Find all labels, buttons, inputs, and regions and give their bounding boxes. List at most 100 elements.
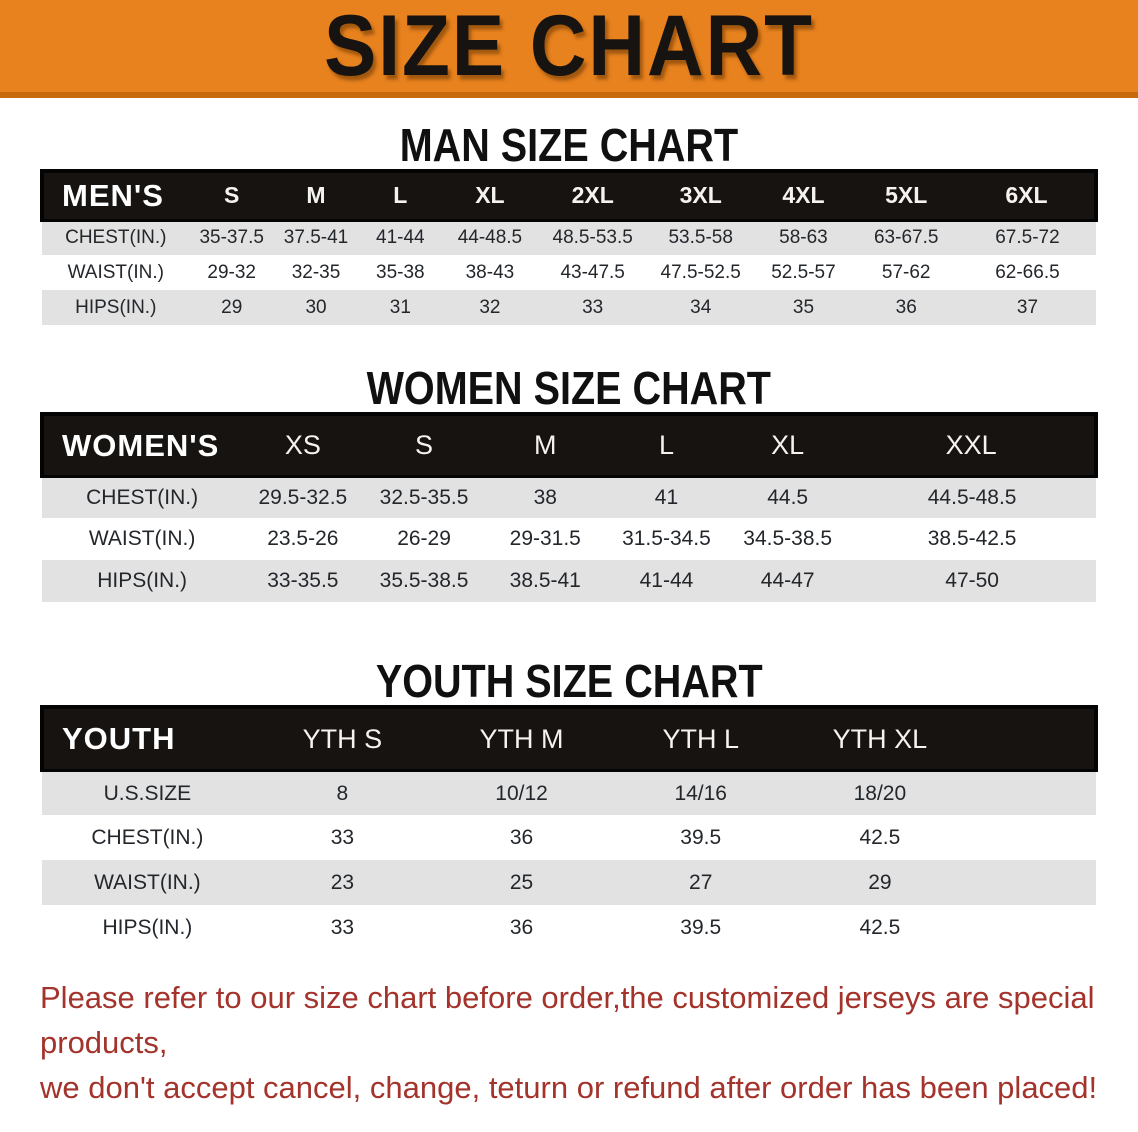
youth-size-table: YOUTH YTH S YTH M YTH L YTH XL U.S.SIZE … — [40, 705, 1098, 951]
cell: 48.5-53.5 — [537, 220, 648, 256]
cell: 62-66.5 — [958, 255, 1096, 291]
men-table-label: MEN'S — [40, 169, 190, 222]
cell: 38.5-41 — [484, 560, 606, 603]
spacer-cell — [969, 860, 1096, 906]
cell: 23.5-26 — [242, 518, 364, 561]
cell: 58-63 — [753, 220, 854, 256]
women-section-heading-text: WOMEN SIZE CHART — [366, 363, 772, 416]
cell: 43-47.5 — [537, 255, 648, 291]
row-label: CHEST(IN.) — [42, 476, 243, 519]
women-size-table: WOMEN'S XS S M L XL XXL CHEST(IN.) 29.5-… — [39, 412, 1098, 603]
cell: 37.5-41 — [273, 220, 359, 256]
cell: 31.5-34.5 — [605, 518, 728, 561]
women-table-label: WOMEN'S — [39, 412, 243, 478]
cell: 42.5 — [790, 815, 970, 861]
cell: 30 — [273, 290, 359, 326]
men-section-heading-text: MAN SIZE CHART — [399, 120, 739, 172]
women-col-header-m: M — [484, 412, 606, 478]
youth-waist-row: WAIST(IN.) 23 25 27 29 — [42, 860, 1096, 906]
spacer-cell — [969, 815, 1096, 861]
women-chest-row: CHEST(IN.) 29.5-32.5 32.5-35.5 38 41 44.… — [42, 476, 1096, 519]
cell: 42.5 — [790, 905, 970, 951]
order-policy-note-line1: Please refer to our size chart before or… — [40, 980, 1095, 1061]
cell: 31 — [358, 290, 443, 326]
cell: 29 — [790, 860, 970, 906]
row-label: HIPS(IN.) — [42, 905, 253, 951]
cell: 39.5 — [611, 815, 791, 861]
spacer-cell — [969, 705, 1098, 772]
men-col-header-l: L — [358, 169, 443, 222]
youth-hips-row: HIPS(IN.) 33 36 39.5 42.5 — [42, 905, 1096, 951]
cell: 27 — [611, 860, 791, 906]
spacer-cell — [969, 905, 1096, 951]
row-label: U.S.SIZE — [42, 770, 253, 816]
youth-col-header-s: YTH S — [252, 705, 432, 772]
men-col-header-4xl: 4XL — [753, 169, 854, 222]
cell: 29-31.5 — [484, 518, 606, 561]
cell: 18/20 — [790, 770, 970, 816]
cell: 35-38 — [358, 255, 443, 291]
men-col-header-xl: XL — [442, 169, 538, 222]
cell: 25 — [431, 860, 612, 906]
cell: 41-44 — [605, 560, 728, 603]
cell: 36 — [853, 290, 959, 326]
men-waist-row: WAIST(IN.) 29-32 32-35 35-38 38-43 43-47… — [42, 255, 1096, 291]
order-policy-note: Please refer to our size chart before or… — [40, 976, 1100, 1111]
men-col-header-5xl: 5XL — [853, 169, 959, 222]
cell: 32 — [442, 290, 538, 326]
men-size-table: MEN'S S M L XL 2XL 3XL 4XL 5XL 6XL CHEST… — [40, 169, 1099, 326]
cell: 36 — [431, 905, 612, 951]
banner-title: SIZE CHART — [324, 0, 814, 94]
women-waist-row: WAIST(IN.) 23.5-26 26-29 29-31.5 31.5-34… — [42, 518, 1096, 561]
cell: 35 — [753, 290, 854, 326]
women-hips-row: HIPS(IN.) 33-35.5 35.5-38.5 38.5-41 41-4… — [42, 560, 1096, 603]
cell: 33-35.5 — [242, 560, 364, 603]
youth-section-heading-text: YOUTH SIZE CHART — [375, 656, 763, 709]
cell: 36 — [431, 815, 612, 861]
cell: 41 — [605, 476, 728, 519]
cell: 29 — [189, 290, 274, 326]
men-section-heading: MAN SIZE CHART — [0, 120, 1138, 172]
men-col-header-3xl: 3XL — [648, 169, 754, 222]
cell: 38.5-42.5 — [848, 518, 1096, 561]
men-chest-row: CHEST(IN.) 35-37.5 37.5-41 41-44 44-48.5… — [42, 220, 1096, 256]
cell: 53.5-58 — [648, 220, 754, 256]
size-chart-banner: SIZE CHART — [0, 0, 1138, 98]
women-header-row: WOMEN'S XS S M L XL XXL — [39, 412, 1098, 478]
cell: 67.5-72 — [958, 220, 1096, 256]
youth-col-header-m: YTH M — [431, 705, 612, 772]
row-label: WAIST(IN.) — [42, 860, 253, 906]
cell: 63-67.5 — [853, 220, 959, 256]
cell: 41-44 — [358, 220, 443, 256]
cell: 35.5-38.5 — [363, 560, 485, 603]
women-col-header-xxl: XXL — [848, 412, 1098, 478]
row-label: HIPS(IN.) — [42, 560, 243, 603]
cell: 29-32 — [189, 255, 274, 291]
cell: 23 — [252, 860, 432, 906]
cell: 35-37.5 — [189, 220, 274, 256]
men-col-header-m: M — [273, 169, 359, 222]
men-col-header-6xl: 6XL — [958, 169, 1099, 222]
cell: 32-35 — [273, 255, 359, 291]
youth-col-header-xl: YTH XL — [790, 705, 970, 772]
row-label: WAIST(IN.) — [42, 518, 243, 561]
cell: 29.5-32.5 — [242, 476, 364, 519]
row-label: CHEST(IN.) — [42, 220, 190, 256]
spacer-cell — [969, 770, 1096, 816]
youth-header-row: YOUTH YTH S YTH M YTH L YTH XL — [40, 705, 1098, 772]
cell: 57-62 — [853, 255, 959, 291]
youth-col-header-l: YTH L — [611, 705, 791, 772]
cell: 47.5-52.5 — [648, 255, 754, 291]
cell: 33 — [252, 905, 432, 951]
row-label: CHEST(IN.) — [42, 815, 253, 861]
row-label: WAIST(IN.) — [42, 255, 190, 291]
youth-table-label: YOUTH — [40, 705, 253, 772]
row-label: HIPS(IN.) — [42, 290, 190, 326]
cell: 34.5-38.5 — [727, 518, 849, 561]
cell: 39.5 — [611, 905, 791, 951]
youth-section-heading: YOUTH SIZE CHART — [0, 656, 1138, 709]
cell: 44.5 — [727, 476, 849, 519]
cell: 10/12 — [431, 770, 612, 816]
men-col-header-s: S — [189, 169, 274, 222]
cell: 44-48.5 — [442, 220, 538, 256]
